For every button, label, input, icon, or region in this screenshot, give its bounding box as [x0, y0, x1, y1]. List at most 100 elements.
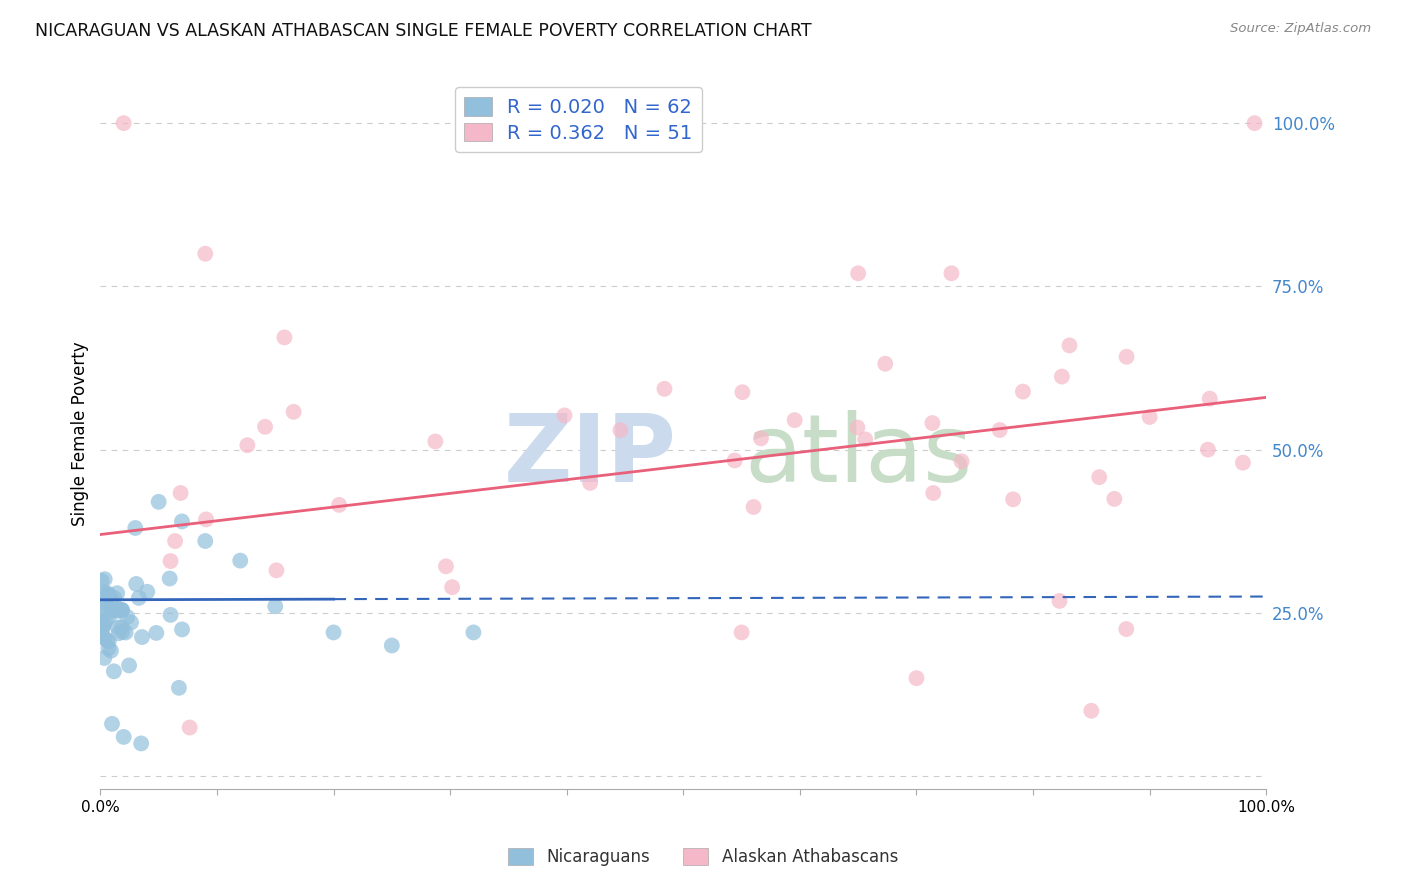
- Point: [165, 534, 187, 549]
- Point: [93, 617, 115, 632]
- Point: [159, 572, 181, 586]
- Point: [381, 639, 404, 653]
- Point: [110, 603, 132, 617]
- Point: [1059, 338, 1081, 352]
- Point: [103, 591, 125, 606]
- Point: [111, 620, 134, 634]
- Point: [749, 431, 772, 445]
- Point: [103, 604, 125, 618]
- Point: [90, 613, 112, 627]
- Point: [111, 603, 134, 617]
- Point: [283, 405, 305, 419]
- Point: [90, 574, 112, 588]
- Point: [107, 604, 129, 618]
- Point: [988, 423, 1011, 437]
- Point: [266, 563, 288, 577]
- Point: [105, 586, 128, 600]
- Point: [90, 624, 112, 639]
- Point: [107, 620, 129, 634]
- Point: [136, 584, 159, 599]
- Point: [107, 626, 129, 640]
- Point: [921, 416, 943, 430]
- Point: [94, 585, 117, 599]
- Point: [1115, 622, 1137, 636]
- Point: [114, 625, 136, 640]
- Point: [90, 604, 112, 618]
- Point: [1197, 442, 1219, 457]
- Point: [169, 486, 191, 500]
- Point: [1104, 491, 1126, 506]
- Point: [1080, 704, 1102, 718]
- Point: [100, 643, 122, 657]
- Point: [941, 266, 963, 280]
- Point: [425, 434, 447, 449]
- Point: [100, 593, 122, 607]
- Point: [97, 634, 120, 648]
- Point: [120, 615, 142, 630]
- Legend: R = 0.020   N = 62, R = 0.362   N = 51: R = 0.020 N = 62, R = 0.362 N = 51: [454, 87, 702, 153]
- Point: [101, 716, 124, 731]
- Point: [950, 454, 973, 468]
- Point: [124, 521, 146, 535]
- Point: [105, 603, 128, 617]
- Point: [93, 572, 115, 586]
- Point: [441, 580, 464, 594]
- Point: [922, 486, 945, 500]
- Point: [875, 357, 897, 371]
- Text: ZIP: ZIP: [503, 410, 676, 502]
- Point: [1050, 369, 1073, 384]
- Point: [111, 624, 134, 639]
- Legend: Nicaraguans, Alaskan Athabascans: Nicaraguans, Alaskan Athabascans: [499, 840, 907, 875]
- Point: [1243, 116, 1265, 130]
- Point: [94, 614, 117, 628]
- Point: [195, 512, 218, 526]
- Point: [1088, 470, 1111, 484]
- Point: [1115, 350, 1137, 364]
- Point: [434, 559, 457, 574]
- Point: [98, 589, 121, 603]
- Point: [579, 475, 602, 490]
- Point: [742, 500, 765, 514]
- Point: [1232, 456, 1254, 470]
- Point: [96, 633, 118, 648]
- Point: [112, 730, 135, 744]
- Point: [131, 630, 153, 644]
- Point: [846, 266, 869, 280]
- Point: [179, 721, 201, 735]
- Point: [609, 423, 631, 437]
- Point: [145, 626, 167, 640]
- Point: [846, 420, 869, 434]
- Point: [97, 641, 120, 656]
- Point: [97, 610, 120, 624]
- Point: [93, 651, 115, 665]
- Point: [1198, 392, 1220, 406]
- Point: [159, 554, 181, 568]
- Point: [654, 382, 676, 396]
- Point: [111, 603, 134, 617]
- Point: [118, 658, 141, 673]
- Point: [97, 587, 120, 601]
- Point: [273, 330, 295, 344]
- Point: [112, 116, 135, 130]
- Point: [94, 596, 117, 610]
- Point: [115, 610, 138, 624]
- Point: [167, 681, 190, 695]
- Point: [128, 591, 150, 605]
- Point: [93, 618, 115, 632]
- Point: [236, 438, 259, 452]
- Point: [463, 625, 485, 640]
- Point: [229, 553, 252, 567]
- Point: [730, 625, 752, 640]
- Point: [91, 620, 114, 634]
- Point: [731, 385, 754, 400]
- Point: [328, 498, 350, 512]
- Point: [94, 588, 117, 602]
- Point: [322, 625, 344, 640]
- Point: [1139, 409, 1161, 424]
- Point: [194, 534, 217, 549]
- Point: [90, 629, 112, 643]
- Point: [1002, 492, 1025, 507]
- Point: [170, 623, 193, 637]
- Point: [194, 246, 217, 260]
- Text: Source: ZipAtlas.com: Source: ZipAtlas.com: [1230, 22, 1371, 36]
